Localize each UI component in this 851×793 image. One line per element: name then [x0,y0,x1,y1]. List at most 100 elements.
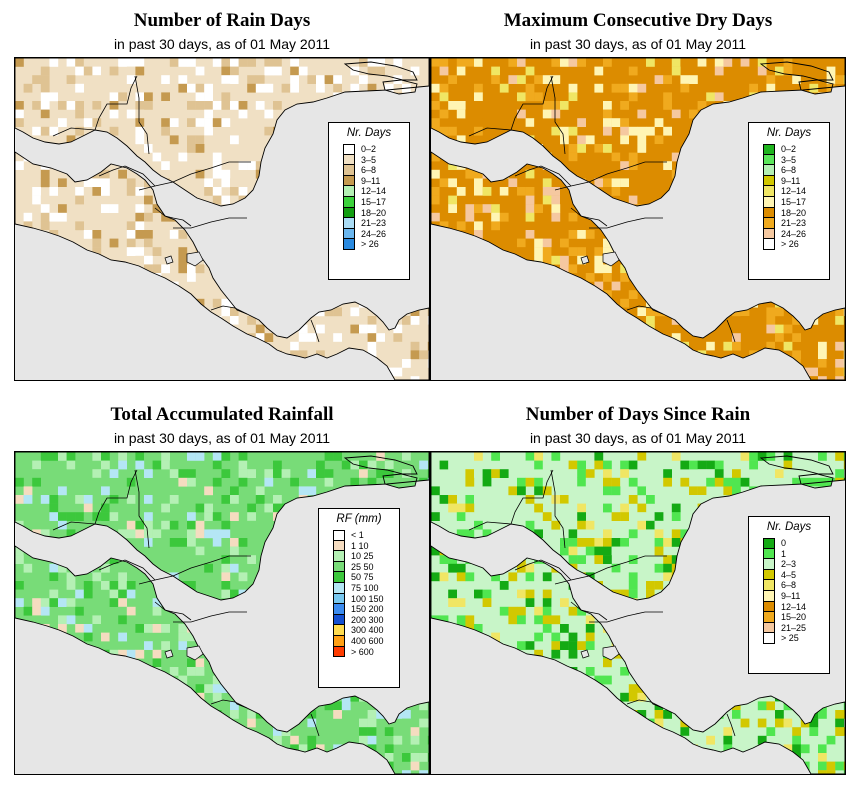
country-border [554,161,667,191]
legend-label: 18–20 [781,207,807,218]
legend-item: > 600 [333,646,399,658]
panel-title: Total Accumulated Rainfall [110,404,334,425]
legend-item: 50 75 [333,572,399,583]
legend-swatch [333,625,345,636]
country-border [570,207,608,227]
legend-item: 2–3 [763,559,829,570]
panel-total-rainfall: Total Accumulated Rainfall in past 30 da… [14,394,430,784]
legend-item: 3–5 [763,154,829,166]
legend-label: 0 [781,538,787,548]
legend-label: > 25 [781,633,799,644]
legend-item: 6–8 [763,580,829,591]
legend-swatch [333,635,345,647]
legend-swatch [343,218,355,229]
lake [186,645,204,661]
legend-item: 6–8 [763,165,829,176]
legend-swatch [333,572,345,583]
legend-label: 3–5 [781,154,797,165]
legend-swatch [333,540,345,552]
legend-swatch [333,646,345,658]
country-border [626,699,664,709]
legend-label: 1 [781,548,787,559]
country-border [173,611,247,623]
legend-swatch [333,561,345,573]
legend-swatch [333,551,345,562]
legend-swatch [763,559,775,570]
country-border [52,75,138,137]
legend-swatch [343,228,355,240]
country-border [554,555,667,585]
country-border [154,207,192,227]
legend-item: 100 150 [333,593,399,605]
legend-swatch [763,228,775,240]
legend-swatch [343,196,355,208]
country-border [154,601,192,621]
lake [580,255,590,265]
legend-swatch [763,612,775,623]
legend-swatch [333,614,345,626]
legend-swatch [343,186,355,197]
legend-swatch [763,590,775,602]
legend-label: > 26 [361,239,379,250]
country-border [138,161,251,191]
legend-item: > 26 [763,239,829,250]
legend-item: 15–17 [343,196,409,208]
panel-subtitle: in past 30 days, as of 01 May 2011 [113,36,331,52]
country-border [589,217,663,229]
panel-days-since-rain: Number of Days Since Rain in past 30 day… [430,394,846,784]
legend-item: 9–11 [763,175,829,187]
legend-label: 10 25 [351,551,374,562]
legend: Nr. Days 0 1 2–3 4–5 6–8 9–11 12–14 15–20 21–25 >… [748,516,830,674]
lake [186,251,204,267]
legend-label: 9–11 [781,175,801,186]
coastline [343,61,418,81]
coastline [382,79,418,95]
legend-item: 12–14 [343,186,409,197]
legend-swatch [763,186,775,197]
legend-swatch [333,582,345,594]
legend-label: 12–14 [781,601,807,612]
legend: Nr. Days 0–2 3–5 6–8 9–11 12–14 15–17 18–20 21–… [748,122,830,280]
legend-swatch [763,548,775,560]
country-border [570,601,608,621]
legend-swatch [763,569,775,581]
legend-swatch [763,196,775,208]
legend-swatch [763,218,775,229]
legend-label: < 1 [351,530,364,540]
coastline [15,545,429,774]
country-border [134,469,150,549]
country-border [726,713,736,737]
country-border [626,305,664,315]
coastline [431,545,845,774]
map-area [14,57,430,381]
legend-item: 9–11 [763,590,829,602]
country-border [514,165,572,187]
legend-title: Nr. Days [346,127,392,139]
country-border [138,555,251,585]
legend-item: 0 [763,538,829,549]
country-border [173,217,247,229]
legend-item: 25 50 [333,561,399,573]
legend-title: Nr. Days [766,127,812,139]
legend-swatch [763,239,775,250]
country-border [550,469,566,549]
coastline [759,455,834,475]
country-border [98,165,156,187]
legend-label: 24–26 [361,228,387,239]
legend-item: 12–14 [763,186,829,197]
legend: Nr. Days 0–2 3–5 6–8 9–11 12–14 15–17 18–20 21–… [328,122,410,280]
legend-item: 15–17 [763,196,829,208]
legend-label: 400 600 [351,635,384,646]
legend-swatch [763,207,775,219]
coastline [15,151,429,380]
panel-title: Number of Rain Days [133,10,311,31]
legend-item: 75 100 [333,582,399,594]
legend-label: 6–8 [781,580,797,591]
panel-max-dry-days: Maximum Consecutive Dry Days in past 30 … [430,0,846,390]
legend-item: 10 25 [333,551,399,562]
coastline [343,455,418,475]
legend-label: 21–23 [361,218,387,229]
legend-label: > 600 [351,646,374,657]
lake [164,649,174,659]
